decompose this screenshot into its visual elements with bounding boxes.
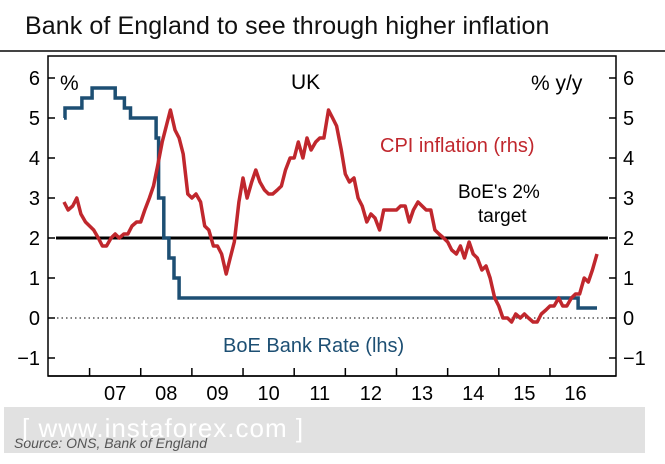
left-axis-unit: % [60, 72, 79, 95]
right-tick-label: −1 [623, 348, 646, 370]
bank-rate-series-label: BoE Bank Rate (lhs) [223, 335, 404, 357]
series-bank-rate-line [63, 86, 597, 310]
x-tick-label: 16 [564, 383, 586, 405]
plot-frame [47, 55, 617, 377]
left-tick-label: 0 [29, 308, 40, 330]
x-tick-label: 14 [462, 383, 484, 405]
right-tick-label: 1 [623, 268, 634, 290]
left-tick-label: −1 [17, 348, 40, 370]
left-tick-label: 2 [29, 228, 40, 250]
left-tick-label: 3 [29, 188, 40, 210]
left-tick-label: 5 [29, 108, 40, 130]
right-tick-label: 4 [623, 148, 634, 170]
x-tick-label: 08 [155, 383, 177, 405]
watermark-band: [ www.instaforex.com ] [4, 407, 645, 453]
left-tick-label: 1 [29, 268, 40, 290]
right-tick-label: 6 [623, 68, 634, 90]
title-rule [0, 50, 665, 52]
target-label-line2: target [478, 206, 527, 227]
cpi-series-label: CPI inflation (rhs) [380, 135, 535, 157]
x-tick-label: 09 [206, 383, 228, 405]
right-axis-unit: % y/y [531, 72, 583, 95]
right-tick-label: 2 [623, 228, 634, 250]
region-label: UK [291, 71, 320, 94]
series-cpi-line [62, 108, 599, 324]
left-tick-label: 4 [29, 148, 40, 170]
x-tick-label: 12 [360, 383, 382, 405]
right-tick-label: 5 [623, 108, 634, 130]
x-tick-label: 07 [104, 383, 126, 405]
x-tick-label: 15 [513, 383, 535, 405]
x-tick-label: 13 [411, 383, 433, 405]
left-tick-label: 6 [29, 68, 40, 90]
target-label-line1: BoE's 2% [458, 182, 540, 203]
right-tick-label: 0 [623, 308, 634, 330]
source-note: Source: ONS, Bank of England [14, 435, 207, 451]
x-tick-label: 10 [257, 383, 279, 405]
right-tick-label: 3 [623, 188, 634, 210]
watermark-text: [ www.instaforex.com ] [22, 413, 305, 443]
chart-title: Bank of England to see through higher in… [25, 12, 550, 40]
x-tick-label: 11 [309, 383, 330, 405]
